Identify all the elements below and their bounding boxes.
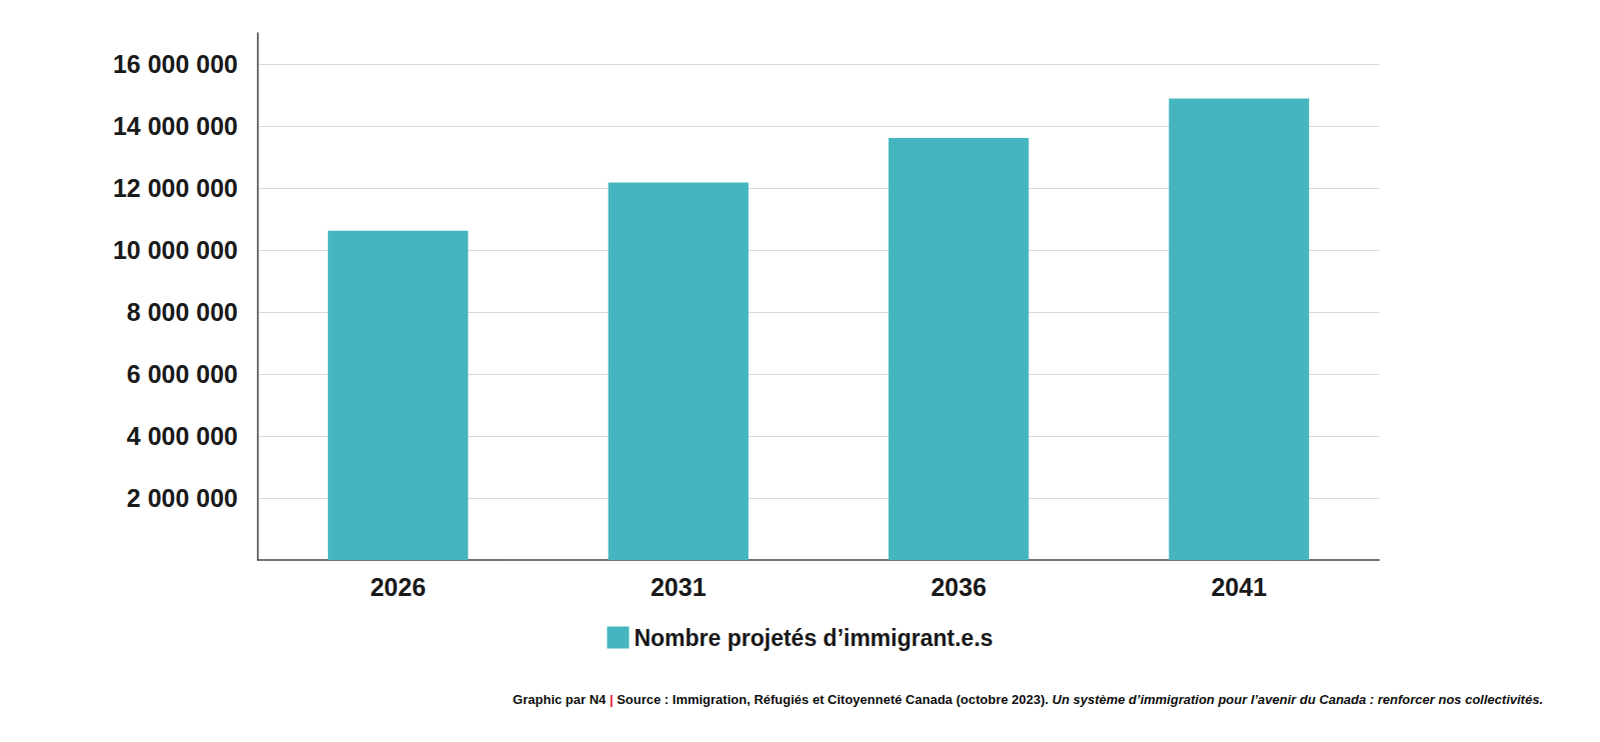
svg-text:10 000 000: 10 000 000	[112, 235, 238, 264]
svg-text:8 000 000: 8 000 000	[126, 297, 238, 326]
svg-text:Source : Immigration, Réfugiés: Source : Immigration, Réfugiés et Citoye…	[613, 691, 1053, 707]
svg-text:12 000 000: 12 000 000	[112, 173, 238, 202]
svg-text:4 000 000: 4 000 000	[126, 421, 238, 450]
svg-text:2041: 2041	[1211, 572, 1268, 601]
svg-text:6 000 000: 6 000 000	[126, 359, 238, 388]
svg-text:2036: 2036	[930, 572, 987, 601]
svg-text:Nombre projetés d’immigrant.e.: Nombre projetés d’immigrant.e.s	[633, 624, 993, 651]
svg-text:2026: 2026	[369, 572, 426, 601]
svg-text:16 000 000: 16 000 000	[112, 49, 238, 78]
svg-text:2031: 2031	[650, 572, 707, 601]
svg-text:Un système d’immigration pour: Un système d’immigration pour l’avenir d…	[1052, 691, 1544, 707]
svg-text:2 000 000: 2 000 000	[126, 483, 238, 512]
svg-text:14 000 000: 14 000 000	[112, 111, 238, 140]
svg-text:Graphic par N4: Graphic par N4	[512, 691, 610, 707]
